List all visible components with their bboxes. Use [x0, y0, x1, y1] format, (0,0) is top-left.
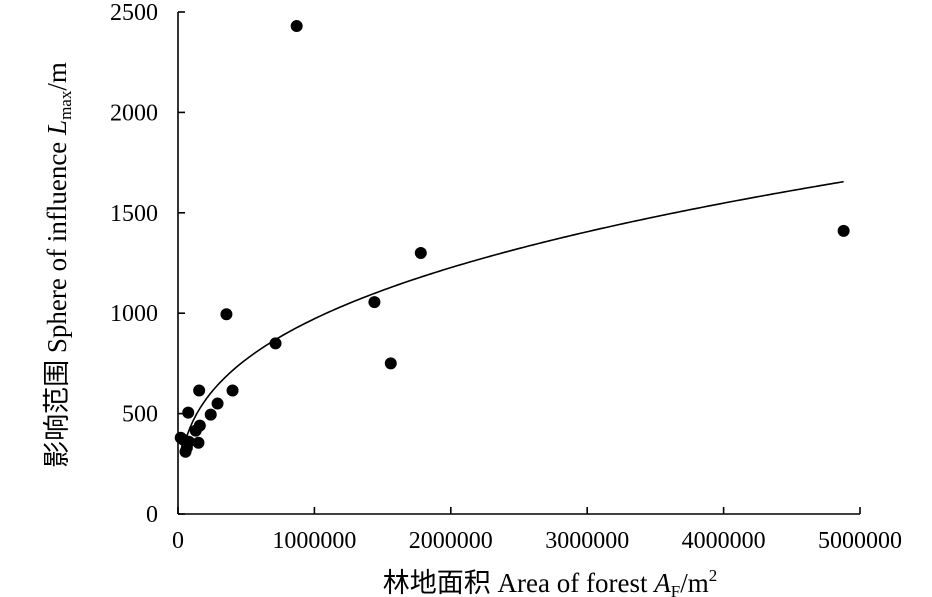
x-tick-label: 0: [172, 528, 184, 554]
data-point: [182, 406, 195, 419]
data-point: [220, 308, 233, 321]
trendline: [182, 180, 844, 448]
data-point: [211, 397, 224, 410]
data-point: [368, 296, 381, 309]
data-point: [193, 384, 206, 397]
data-point: [837, 224, 850, 237]
data-point: [193, 419, 206, 432]
data-point: [414, 246, 427, 259]
data-point: [182, 435, 195, 448]
y-tick-label: 500: [122, 402, 158, 428]
data-point: [269, 337, 282, 350]
y-tick-label: 2000: [110, 100, 158, 126]
y-tick-label: 2500: [110, 0, 158, 26]
y-tick-label: 1500: [110, 201, 158, 227]
data-point: [290, 20, 303, 33]
x-tick-label: 5000000: [818, 528, 902, 554]
data-point: [384, 357, 397, 370]
data-point: [226, 384, 239, 397]
y-tick-label: 1000: [110, 301, 158, 327]
x-tick-label: 2000000: [409, 528, 493, 554]
trendline-layer: [182, 180, 844, 448]
y-tick-label: 0: [146, 502, 158, 528]
x-tick-label: 3000000: [545, 528, 629, 554]
y-axis-title: 影响范围 Sphere of influence Lmax/m: [42, 62, 75, 468]
data-point: [204, 408, 217, 421]
data-points: [174, 20, 850, 458]
x-axis-title: 林地面积 Area of forest AF/m2: [383, 566, 717, 597]
axes: [177, 12, 860, 515]
x-tick-label: 4000000: [682, 528, 766, 554]
x-tick-label: 1000000: [272, 528, 356, 554]
data-point: [192, 436, 205, 449]
axis-ticks: 0 500 1000 1500 2000 2500 0 1000000 2000000 30000…: [110, 0, 902, 554]
